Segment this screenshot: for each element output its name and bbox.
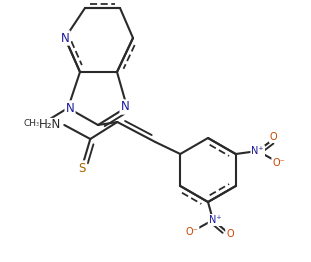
Text: CH₃: CH₃	[23, 119, 40, 128]
Text: N⁺: N⁺	[251, 146, 264, 156]
Text: N⁺: N⁺	[209, 215, 221, 225]
Text: O: O	[270, 132, 277, 142]
Text: N: N	[66, 101, 74, 114]
Text: H₂N: H₂N	[39, 118, 61, 132]
Text: O⁻: O⁻	[272, 158, 285, 168]
Text: N: N	[61, 31, 69, 45]
Text: O: O	[226, 229, 234, 239]
Text: S: S	[79, 161, 86, 174]
Text: N: N	[121, 101, 129, 113]
Text: O⁻: O⁻	[186, 227, 198, 237]
